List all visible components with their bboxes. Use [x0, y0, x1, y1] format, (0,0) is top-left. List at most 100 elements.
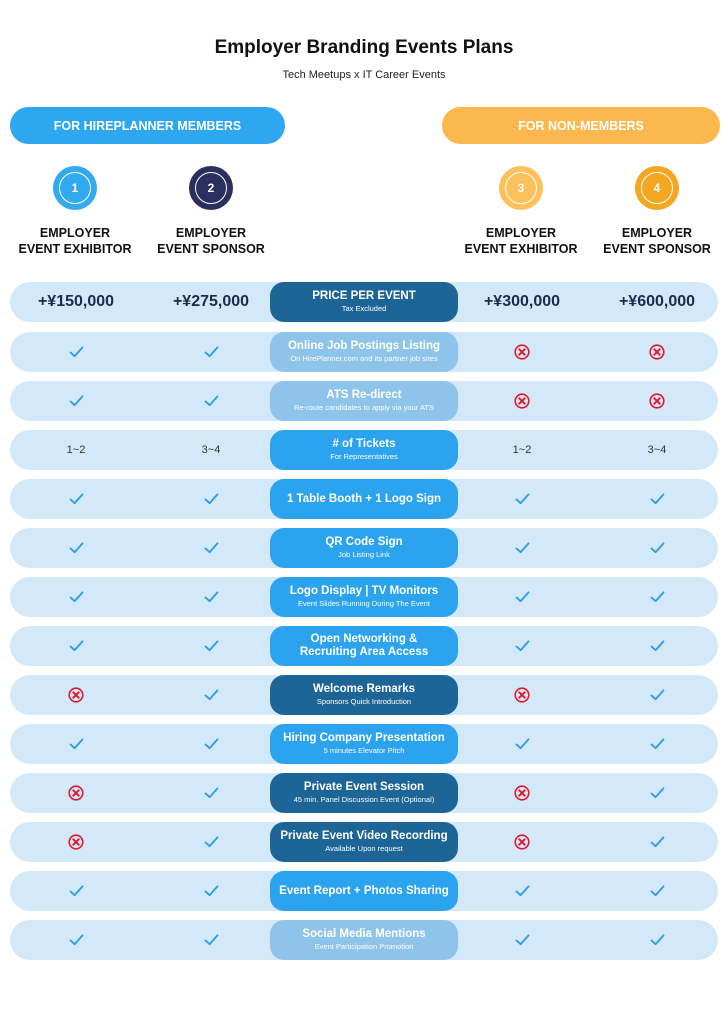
plan-number-badge: 3 [499, 166, 543, 210]
feature-cell [10, 920, 142, 960]
plan-header: 3 EMPLOYER EVENT EXHIBITOR [451, 166, 591, 257]
feature-cell [454, 822, 590, 862]
cross-icon [68, 687, 84, 703]
feature-cell [592, 822, 722, 862]
plan-name-line: EVENT SPONSOR [603, 242, 711, 256]
ticket-count: 3~4 [201, 444, 221, 456]
plan-name: EMPLOYER EVENT SPONSOR [587, 225, 727, 257]
plan-number: 3 [505, 172, 537, 204]
feature-cell [10, 528, 142, 568]
cross-icon [514, 344, 530, 360]
feature-cell: 3~4 [592, 430, 722, 470]
plan-header: 1 EMPLOYER EVENT EXHIBITOR [5, 166, 145, 257]
feature-label: Private Event Session 45 min. Panel Discu… [270, 773, 458, 813]
checkmark-icon [650, 591, 664, 603]
plan-name-line: EVENT EXHIBITOR [18, 242, 132, 256]
feature-cell [10, 724, 142, 764]
checkmark-icon [204, 934, 218, 946]
plan-name: EMPLOYER EVENT EXHIBITOR [451, 225, 591, 257]
plan-number: 2 [195, 172, 227, 204]
checkmark-icon [69, 542, 83, 554]
feature-cell [592, 577, 722, 617]
ticket-count: 1~2 [66, 444, 86, 456]
feature-cell [592, 528, 722, 568]
feature-name: Open Networking & [310, 633, 418, 645]
feature-cell [454, 577, 590, 617]
feature-label: 1 Table Booth + 1 Logo Sign [270, 479, 458, 519]
feature-cell [454, 381, 590, 421]
feature-cell [10, 332, 142, 372]
feature-cell [454, 724, 590, 764]
feature-description: For Representatives [330, 452, 398, 461]
checkmark-icon [515, 493, 529, 505]
checkmark-icon [650, 689, 664, 701]
plan-name-line: EMPLOYER [621, 226, 693, 240]
feature-description: On HirePlanner.com and its partner job s… [290, 354, 438, 363]
feature-name: # of Tickets [332, 438, 396, 450]
feature-label: QR Code Sign Job Listing Link [270, 528, 458, 568]
price-row: +¥150,000 +¥275,000 +¥300,000 +¥600,000 PRIC… [10, 282, 718, 322]
feature-cell [454, 773, 590, 813]
feature-cell [592, 332, 722, 372]
feature-cell [10, 479, 142, 519]
feature-description: Re-route candidates to apply via your AT… [294, 403, 434, 412]
feature-cell [454, 675, 590, 715]
feature-name: Recruiting Area Access [299, 646, 429, 658]
feature-cell [144, 822, 278, 862]
feature-name: Online Job Postings Listing [287, 340, 441, 352]
feature-description: Event Participation Promotion [314, 942, 414, 951]
feature-row: ATS Re-direct Re-route candidates to appl… [10, 381, 718, 421]
feature-cell [144, 626, 278, 666]
feature-cell [10, 381, 142, 421]
feature-label: Private Event Video Recording Available U… [270, 822, 458, 862]
feature-label: Welcome Remarks Sponsors Quick Introducti… [270, 675, 458, 715]
checkmark-icon [204, 689, 218, 701]
feature-cell [454, 920, 590, 960]
feature-description: Event Slides Running During The Event [297, 599, 431, 608]
checkmark-icon [204, 885, 218, 897]
checkmark-icon [69, 640, 83, 652]
cross-icon [514, 785, 530, 801]
feature-cell [592, 920, 722, 960]
feature-label: Open Networking & Recruiting Area Access [270, 626, 458, 666]
price-cell: +¥600,000 [592, 282, 722, 322]
feature-cell [10, 822, 142, 862]
checkmark-icon [204, 395, 218, 407]
checkmark-icon [204, 346, 218, 358]
plan-name-line: EMPLOYER [485, 226, 557, 240]
feature-name: Social Media Mentions [302, 928, 426, 940]
ticket-count: 3~4 [647, 444, 667, 456]
plan-header: 2 EMPLOYER EVENT SPONSOR [141, 166, 281, 257]
feature-description: 5 minutes Elevator Pitch [323, 746, 405, 755]
checkmark-icon [650, 934, 664, 946]
feature-cell [592, 871, 722, 911]
feature-cell [144, 577, 278, 617]
feature-name: Private Event Session [303, 781, 425, 793]
feature-cell [144, 381, 278, 421]
plan-number-badge: 2 [189, 166, 233, 210]
feature-label: Hiring Company Presentation 5 minutes Ele… [270, 724, 458, 764]
feature-cell [10, 626, 142, 666]
cross-icon [649, 344, 665, 360]
feature-name: QR Code Sign [325, 536, 403, 548]
feature-cell [144, 724, 278, 764]
feature-row: Welcome Remarks Sponsors Quick Introducti… [10, 675, 718, 715]
feature-row: Online Job Postings Listing On HirePlanne… [10, 332, 718, 372]
plan-number: 1 [59, 172, 91, 204]
feature-description: Sponsors Quick Introduction [316, 697, 412, 706]
checkmark-icon [515, 934, 529, 946]
cross-icon [514, 687, 530, 703]
cross-icon [68, 785, 84, 801]
price-value: +¥300,000 [483, 293, 561, 310]
plan-name: EMPLOYER EVENT SPONSOR [141, 225, 281, 257]
feature-cell [144, 675, 278, 715]
feature-cell [454, 871, 590, 911]
checkmark-icon [204, 836, 218, 848]
feature-name: 1 Table Booth + 1 Logo Sign [286, 492, 442, 505]
plan-name-line: EMPLOYER [39, 226, 111, 240]
feature-cell [592, 724, 722, 764]
members-group-banner: FOR HIREPLANNER MEMBERS [10, 107, 285, 144]
checkmark-icon [204, 542, 218, 554]
feature-cell [592, 479, 722, 519]
checkmark-icon [515, 640, 529, 652]
